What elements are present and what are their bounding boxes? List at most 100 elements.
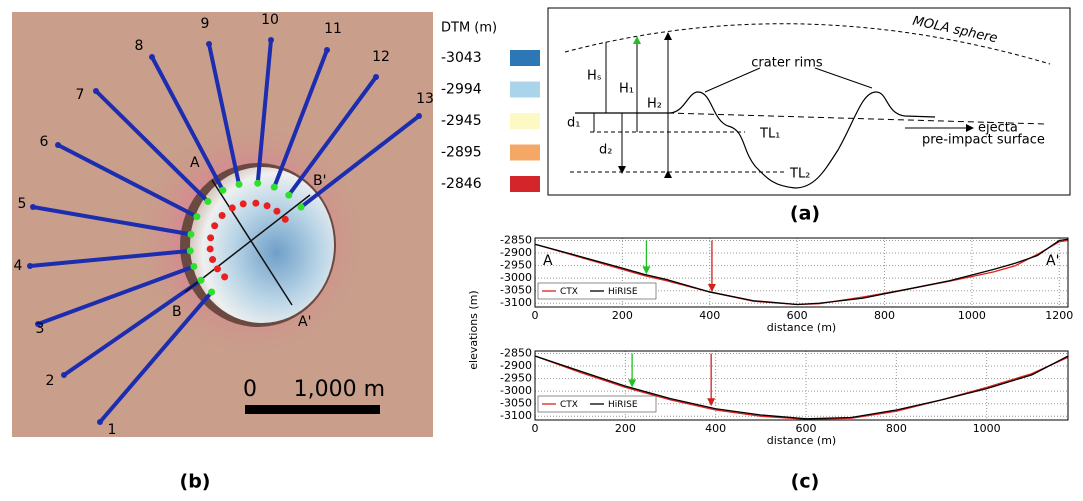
profile-end — [416, 113, 422, 119]
profile-label: 11 — [324, 21, 342, 37]
rim-point — [197, 276, 205, 284]
x-tick-label: 1200 — [1045, 309, 1073, 322]
diagram-label: Hₛ — [587, 69, 602, 84]
arrow-head — [707, 283, 716, 292]
series-line — [534, 355, 1069, 420]
floor-point — [263, 202, 271, 210]
rim-point — [186, 247, 194, 255]
profile-end — [149, 54, 155, 60]
series-line — [534, 238, 1069, 306]
legend-label: -2895 — [441, 145, 482, 161]
floor-point — [206, 245, 214, 253]
legend-label: HiRISE — [608, 287, 638, 297]
profile-label: 10 — [261, 12, 279, 28]
y-tick-label: -3000 — [500, 271, 532, 284]
depth-arrow — [593, 60, 638, 172]
diagram-label: d₂ — [599, 143, 612, 158]
rim-point — [297, 203, 305, 211]
rim-point — [190, 262, 198, 270]
arrow-head — [707, 398, 716, 407]
profile-label: 5 — [18, 196, 27, 212]
floor-point — [281, 215, 289, 223]
end-label: A' — [1046, 253, 1059, 269]
y-tick-label: -3000 — [500, 384, 532, 397]
profile-line — [62, 278, 203, 377]
y-axis-label: elevations (m) — [467, 290, 480, 369]
x-tick-label: 400 — [705, 422, 726, 435]
diagram-frame — [547, 7, 1071, 196]
x-axis-label: distance (m) — [767, 321, 836, 334]
x-tick-label: 0 — [532, 422, 539, 435]
profile-end — [93, 88, 99, 94]
profile-label: 9 — [201, 16, 210, 32]
crater-profile — [575, 91, 936, 189]
diagram-label: crater rims — [751, 56, 823, 71]
floor-point — [273, 207, 281, 215]
legend-title: DTM (m) — [441, 21, 497, 36]
floor-point — [209, 256, 217, 264]
section-a — [211, 179, 293, 306]
profile-line — [272, 49, 329, 188]
profile-label: 6 — [40, 134, 49, 150]
diagram-label: pre-impact surface — [922, 133, 1045, 148]
map-panel: 0 1,000 m A B' B A' (b) DTM (m) 12345678… — [12, 12, 497, 493]
y-tick-label: -2850 — [500, 347, 532, 360]
diagram-label: MOLA sphere — [911, 14, 999, 47]
surface-line — [667, 112, 1046, 125]
profile-end — [27, 263, 33, 269]
profile-line — [255, 39, 273, 184]
profile-end — [324, 47, 330, 53]
diagram-label: TL₂ — [789, 167, 810, 182]
x-tick-label: 1000 — [958, 309, 986, 322]
x-axis-label: distance (m) — [767, 434, 836, 447]
x-tick-label: 200 — [612, 309, 633, 322]
diagram-label: d₁ — [567, 116, 580, 131]
x-tick-label: 600 — [787, 309, 808, 322]
section-label: B — [172, 304, 182, 320]
floor-point — [211, 222, 219, 230]
profile-end — [268, 37, 274, 43]
arrow-head — [642, 266, 651, 275]
rim-point — [193, 213, 201, 221]
x-tick-label: 800 — [874, 309, 895, 322]
profile-label: 13 — [416, 91, 434, 107]
section-label: B' — [313, 173, 326, 189]
profile-line — [98, 290, 214, 424]
y-tick-label: -2950 — [500, 372, 532, 385]
arrow-head — [628, 379, 637, 388]
legend-label: -3043 — [441, 50, 482, 66]
x-tick-label: 200 — [615, 422, 636, 435]
x-tick-label: 800 — [886, 422, 907, 435]
floor-point — [218, 211, 226, 219]
profile-end — [35, 321, 41, 327]
rim-point — [235, 180, 243, 188]
profile-line — [287, 75, 378, 197]
floor-point — [207, 234, 215, 242]
y-tick-label: -2850 — [500, 234, 532, 247]
floor-point — [228, 204, 236, 212]
profile-line — [57, 143, 198, 219]
y-tick-label: -3050 — [500, 284, 532, 297]
legend-label: CTX — [560, 287, 578, 297]
profile-label: 2 — [46, 373, 55, 389]
y-tick-label: -3100 — [500, 409, 532, 422]
profile-label: 3 — [36, 321, 45, 337]
profile-label: 7 — [76, 87, 85, 103]
rim-point — [219, 186, 227, 194]
section-label: A — [190, 155, 200, 171]
rim-point — [285, 191, 293, 199]
scale-start: 0 — [243, 377, 257, 402]
profile-line — [29, 248, 191, 268]
rim-point — [208, 288, 216, 296]
y-tick-label: -2900 — [500, 359, 532, 372]
y-tick-label: -3100 — [500, 296, 532, 309]
legend-swatch — [510, 176, 540, 192]
x-tick-label: 1000 — [973, 422, 1001, 435]
profile-line — [37, 264, 195, 326]
legend-label: -2846 — [441, 176, 482, 192]
profile-line — [94, 89, 210, 203]
profile-label: 1 — [108, 422, 117, 438]
rim-point — [204, 197, 212, 205]
legend-label: -2945 — [441, 113, 482, 129]
